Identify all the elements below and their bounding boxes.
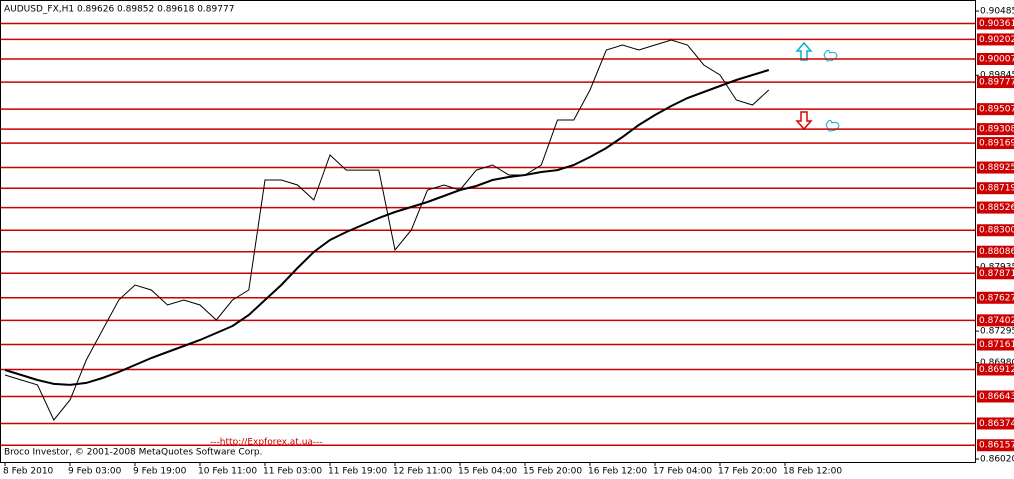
- hand-icon: [823, 49, 838, 62]
- x-tick-label: 15 Feb 04:00: [458, 467, 517, 477]
- y-tick-label: 0.90485: [980, 7, 1014, 17]
- level-label: 0.86374: [979, 419, 1014, 429]
- hand-icon: [825, 119, 840, 132]
- y-tick-label: 0.87295: [980, 327, 1014, 337]
- x-tick-label: 9 Feb 19:00: [133, 467, 187, 477]
- level-label: 0.89507: [979, 105, 1014, 115]
- y-tick-label: 0.89845: [980, 71, 1014, 81]
- level-box: [977, 267, 1014, 280]
- price-line: [4, 39, 770, 421]
- level-box: [977, 201, 1014, 214]
- level-box: [977, 245, 1014, 258]
- level-label: 0.88719: [979, 184, 1014, 194]
- level-label: 0.87871: [979, 269, 1014, 279]
- level-label: 0.88526: [979, 203, 1014, 213]
- x-tick-label: 16 Feb 12:00: [588, 467, 647, 477]
- y-tick-label: 0.86980: [980, 358, 1014, 368]
- plot-frame: [0, 0, 976, 463]
- level-label: 0.89777: [979, 78, 1014, 88]
- footer: Broco Investor, © 2001-2008 MetaQuotes S…: [4, 448, 263, 458]
- ma-line: [4, 69, 770, 386]
- level-label: 0.87402: [979, 316, 1014, 326]
- x-tick-label: 9 Feb 03:00: [68, 467, 122, 477]
- level-label: 0.86157: [979, 441, 1014, 451]
- down-arrow: [795, 111, 813, 131]
- chart-title: AUDUSD_FX,H1 0.89626 0.89852 0.89618 0.8…: [4, 5, 234, 15]
- level-box: [977, 103, 1014, 116]
- x-tick-label: 11 Feb 03:00: [263, 467, 322, 477]
- level-box: [977, 123, 1014, 136]
- level-label: 0.90202: [979, 35, 1014, 45]
- level-label: 0.89169: [979, 139, 1014, 149]
- level-box: [977, 17, 1014, 30]
- level-label: 0.86912: [979, 365, 1014, 375]
- x-tick-label: 12 Feb 11:00: [393, 467, 452, 477]
- x-tick-label: 15 Feb 20:00: [523, 467, 582, 477]
- annotation: ---http://Expforex.at.ua---: [210, 438, 323, 448]
- level-label: 0.90361: [979, 19, 1014, 29]
- level-box: [977, 314, 1014, 327]
- x-tick-label: 10 Feb 11:00: [198, 467, 257, 477]
- level-label: 0.90007: [979, 54, 1014, 64]
- level-box: [977, 224, 1014, 237]
- level-label: 0.88086: [979, 247, 1014, 257]
- level-box: [977, 291, 1014, 304]
- level-label: 0.88925: [979, 163, 1014, 173]
- level-label: 0.87161: [979, 340, 1014, 350]
- level-box: [977, 161, 1014, 174]
- level-box: [977, 33, 1014, 46]
- level-label: 0.86643: [979, 392, 1014, 402]
- y-tick-label: 0.86020: [980, 454, 1014, 464]
- level-box: [977, 390, 1014, 403]
- level-label: 0.87627: [979, 293, 1014, 303]
- level-box: [977, 417, 1014, 430]
- level-box: [977, 182, 1014, 195]
- x-tick-label: 17 Feb 04:00: [653, 467, 712, 477]
- level-label: 0.89308: [979, 125, 1014, 135]
- level-box: [977, 363, 1014, 376]
- x-tick-label: 17 Feb 20:00: [718, 467, 777, 477]
- x-tick-label: 18 Feb 12:00: [783, 467, 842, 477]
- level-box: [977, 137, 1014, 150]
- level-box: [977, 338, 1014, 351]
- x-tick-label: 8 Feb 2010: [3, 467, 54, 477]
- level-box: [977, 76, 1014, 89]
- x-tick-label: 11 Feb 19:00: [328, 467, 387, 477]
- level-box: [977, 439, 1014, 452]
- level-box: [977, 52, 1014, 65]
- signal-icons: [795, 41, 840, 132]
- level-label: 0.88300: [979, 226, 1014, 236]
